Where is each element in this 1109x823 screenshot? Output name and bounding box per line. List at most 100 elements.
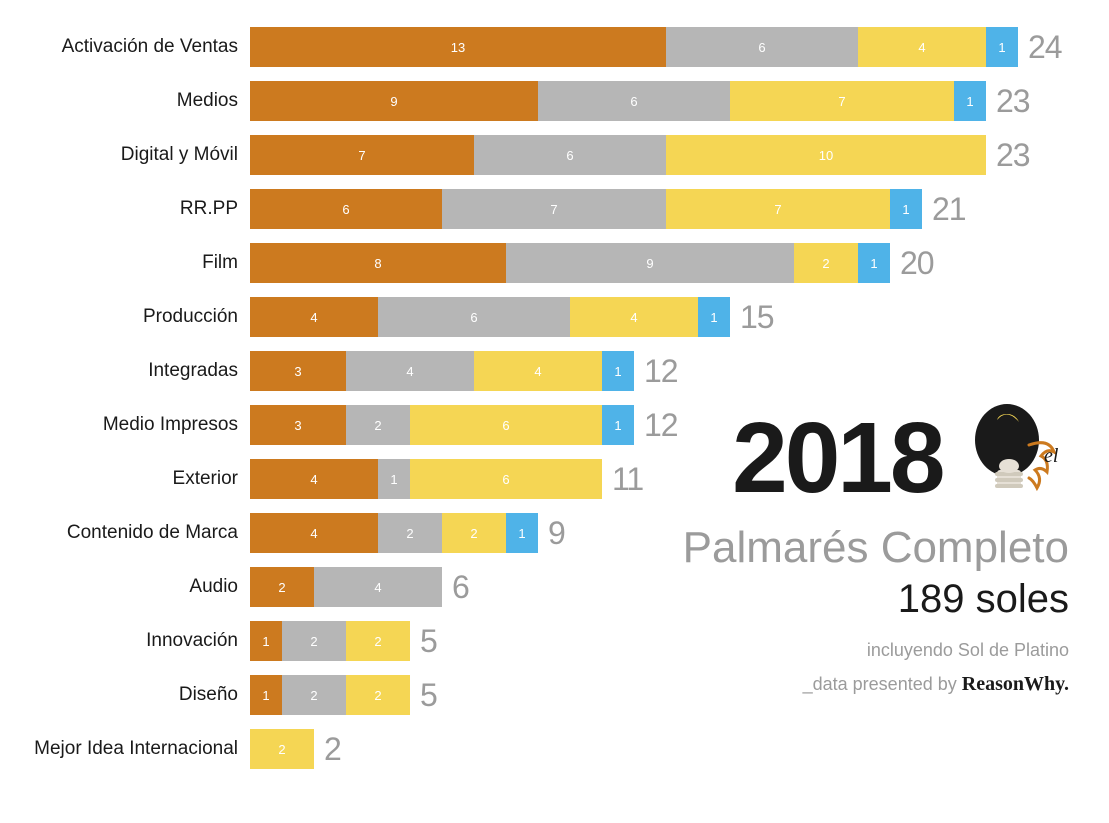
- segment-silver: 2: [282, 621, 346, 661]
- row-total: 9: [548, 515, 565, 552]
- segment-silver: 7: [442, 189, 666, 229]
- segment-bronze: 2: [250, 567, 314, 607]
- chart-row: Digital y Móvil7610 23: [0, 128, 1109, 182]
- bar: 6771: [250, 189, 922, 229]
- bar: 122: [250, 675, 410, 715]
- chart-row: RR.PP6771 21: [0, 182, 1109, 236]
- segment-gold: 2: [250, 729, 314, 769]
- bar: 7610: [250, 135, 986, 175]
- segment-silver: 2: [346, 405, 410, 445]
- category-label: Medio Impresos: [0, 414, 250, 436]
- total-count: 189 soles: [683, 577, 1069, 622]
- bar: 24: [250, 567, 442, 607]
- row-total: 23: [996, 83, 1030, 120]
- segment-bronze: 4: [250, 297, 378, 337]
- chart-row: Producción464115: [0, 290, 1109, 344]
- segment-bronze: 3: [250, 351, 346, 391]
- row-total: 2: [324, 731, 341, 768]
- credit-prefix: _data presented by: [803, 674, 962, 694]
- segment-platinum: 1: [890, 189, 922, 229]
- segment-silver: 2: [378, 513, 442, 553]
- segment-gold: 2: [442, 513, 506, 553]
- category-label: Digital y Móvil: [0, 144, 250, 166]
- segment-silver: 6: [378, 297, 570, 337]
- segment-bronze: 3: [250, 405, 346, 445]
- segment-bronze: 1: [250, 621, 282, 661]
- row-total: 5: [420, 623, 437, 660]
- row-total: 23: [996, 137, 1030, 174]
- segment-silver: 6: [666, 27, 858, 67]
- segment-platinum: 1: [954, 81, 986, 121]
- segment-gold: 4: [474, 351, 602, 391]
- segment-gold: 2: [794, 243, 858, 283]
- segment-gold: 6: [410, 459, 602, 499]
- segment-platinum: 1: [698, 297, 730, 337]
- row-total: 6: [452, 569, 469, 606]
- category-label: Integradas: [0, 360, 250, 382]
- segment-bronze: 7: [250, 135, 474, 175]
- category-label: Activación de Ventas: [0, 36, 250, 58]
- bar: 122: [250, 621, 410, 661]
- segment-platinum: 1: [602, 405, 634, 445]
- segment-silver: 2: [282, 675, 346, 715]
- category-label: Film: [0, 252, 250, 274]
- bar: 9671: [250, 81, 986, 121]
- row-total: 12: [644, 353, 678, 390]
- row-total: 15: [740, 299, 774, 336]
- segment-silver: 9: [506, 243, 794, 283]
- credit-brand: ReasonWhy.: [962, 673, 1069, 695]
- segment-bronze: 9: [250, 81, 538, 121]
- category-label: Contenido de Marca: [0, 522, 250, 544]
- segment-silver: 6: [538, 81, 730, 121]
- category-label: Mejor Idea Internacional: [0, 738, 250, 760]
- year: 2018: [732, 408, 942, 508]
- bar: 3441: [250, 351, 634, 391]
- row-total: 20: [900, 245, 934, 282]
- category-label: Exterior: [0, 468, 250, 490]
- segment-bronze: 8: [250, 243, 506, 283]
- chart-row: Integradas344112: [0, 344, 1109, 398]
- bar: 8921: [250, 243, 890, 283]
- segment-silver: 6: [474, 135, 666, 175]
- segment-gold: 7: [666, 189, 890, 229]
- bar: 4641: [250, 297, 730, 337]
- row-total: 24: [1028, 29, 1062, 66]
- segment-platinum: 1: [602, 351, 634, 391]
- segment-gold: 4: [858, 27, 986, 67]
- category-label: RR.PP: [0, 198, 250, 220]
- bar: 4221: [250, 513, 538, 553]
- segment-platinum: 1: [986, 27, 1018, 67]
- category-label: Medios: [0, 90, 250, 112]
- chart-row: Activación de Ventas13641 24: [0, 20, 1109, 74]
- segment-gold: 2: [346, 621, 410, 661]
- chart-row: Medios9671 23: [0, 74, 1109, 128]
- category-label: Diseño: [0, 684, 250, 706]
- row-total: 5: [420, 677, 437, 714]
- segment-gold: 10: [666, 135, 986, 175]
- segment-silver: 1: [378, 459, 410, 499]
- bar: 3261: [250, 405, 634, 445]
- segment-gold: 6: [410, 405, 602, 445]
- row-total: 12: [644, 407, 678, 444]
- row-total: 21: [932, 191, 966, 228]
- credit: _data presented by ReasonWhy.: [683, 673, 1069, 696]
- segment-bronze: 13: [250, 27, 666, 67]
- category-label: Producción: [0, 306, 250, 328]
- segment-bronze: 4: [250, 459, 378, 499]
- row-total: 11: [612, 461, 643, 498]
- segment-bronze: 1: [250, 675, 282, 715]
- bar: 13641: [250, 27, 1018, 67]
- segment-bronze: 4: [250, 513, 378, 553]
- segment-gold: 7: [730, 81, 954, 121]
- svg-text:el: el: [1044, 445, 1059, 467]
- footnote: incluyendo Sol de Platino: [683, 640, 1069, 661]
- chart-row: Mejor Idea Internacional22: [0, 722, 1109, 776]
- segment-gold: 2: [346, 675, 410, 715]
- segment-silver: 4: [346, 351, 474, 391]
- title-block: 2018 el Palmarés Completo 189 soles incl…: [683, 400, 1069, 696]
- year-row: 2018 el: [683, 400, 1069, 515]
- segment-platinum: 1: [858, 243, 890, 283]
- segment-gold: 4: [570, 297, 698, 337]
- category-label: Audio: [0, 576, 250, 598]
- subtitle: Palmarés Completo: [683, 523, 1069, 573]
